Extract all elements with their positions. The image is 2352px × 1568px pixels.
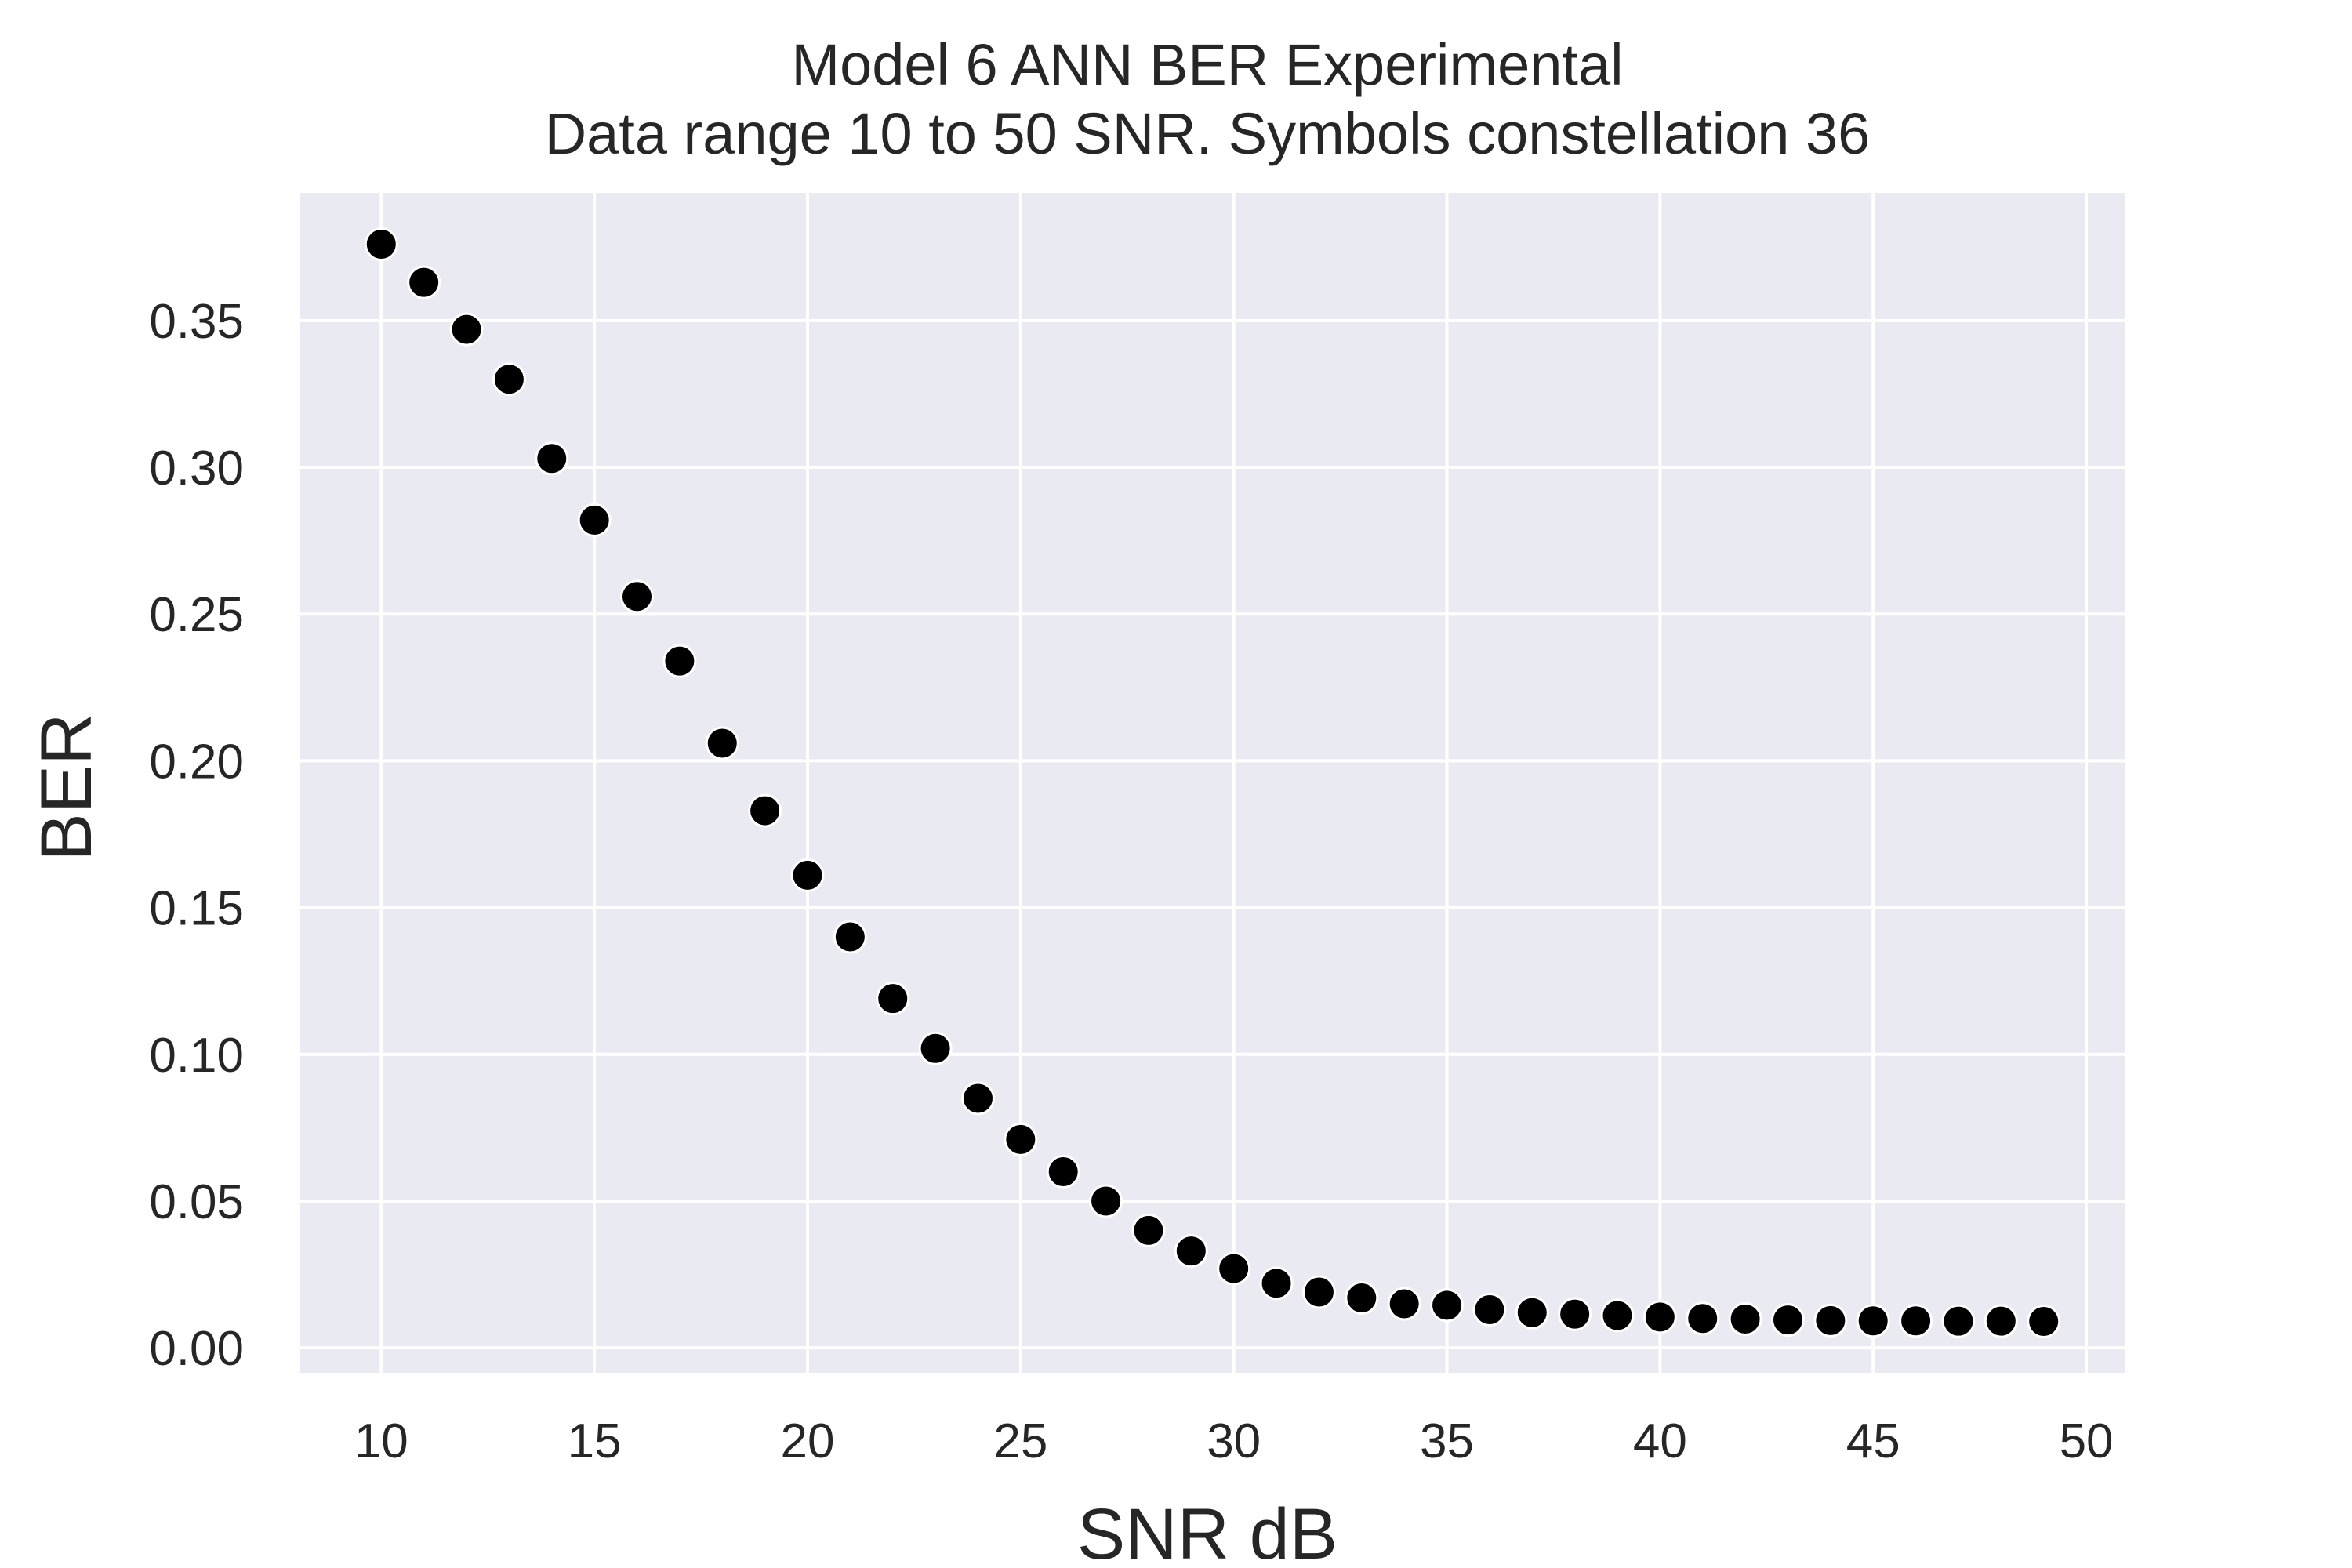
y-tick-labels: 0.00 0.05 0.10 0.15 0.20 0.25 0.30 0.35 <box>149 295 244 1376</box>
x-tick-label: 15 <box>568 1414 622 1468</box>
data-point <box>1813 1303 1848 1338</box>
x-tick-label: 25 <box>993 1414 1047 1468</box>
data-point <box>1430 1288 1465 1323</box>
x-tick-label: 10 <box>354 1414 408 1468</box>
x-tick-label: 20 <box>781 1414 835 1468</box>
data-point <box>364 227 398 262</box>
data-point <box>1856 1304 1890 1338</box>
chart-title: Model 6 ANN BER Experimental <box>791 32 1623 97</box>
y-tick-label: 0.20 <box>149 735 244 789</box>
data-point <box>1004 1122 1038 1156</box>
data-point <box>1046 1155 1080 1189</box>
data-point <box>1558 1297 1592 1331</box>
x-tick-label: 40 <box>1633 1414 1687 1468</box>
data-point <box>1600 1298 1635 1333</box>
data-point <box>918 1031 953 1065</box>
data-point <box>407 265 441 299</box>
y-tick-label: 0.30 <box>149 441 244 495</box>
data-point <box>1345 1281 1379 1316</box>
y-tick-label: 0.35 <box>149 295 244 349</box>
y-tick-label: 0.25 <box>149 588 244 642</box>
data-point <box>1642 1300 1677 1334</box>
data-point <box>577 503 612 537</box>
data-points <box>364 227 2061 1338</box>
data-point <box>449 312 484 347</box>
x-tick-labels: 10 15 20 25 30 35 40 45 50 <box>354 1414 2114 1468</box>
x-tick-label: 50 <box>2060 1414 2114 1468</box>
data-point <box>662 644 697 678</box>
x-tick-label: 30 <box>1207 1414 1261 1468</box>
y-tick-label: 0.05 <box>149 1175 244 1229</box>
data-point <box>1174 1234 1208 1269</box>
data-point <box>1515 1295 1549 1330</box>
y-axis-label: BER <box>27 713 107 861</box>
data-point <box>1089 1184 1123 1218</box>
data-point <box>620 579 655 614</box>
y-tick-label: 0.00 <box>149 1322 244 1376</box>
data-point <box>1472 1293 1507 1327</box>
data-point <box>535 441 569 476</box>
data-point <box>1301 1275 1336 1309</box>
data-point <box>1941 1304 1976 1338</box>
data-point <box>833 920 867 954</box>
data-point <box>748 793 782 828</box>
data-point <box>876 982 910 1016</box>
data-point <box>2027 1304 2061 1338</box>
data-point <box>1387 1287 1421 1321</box>
y-tick-label: 0.15 <box>149 882 244 936</box>
x-tick-label: 45 <box>1846 1414 1900 1468</box>
x-axis-label: SNR dB <box>1077 1494 1338 1568</box>
data-point <box>1770 1303 1805 1338</box>
grid-lines <box>300 193 2125 1373</box>
data-point <box>1728 1301 1762 1336</box>
data-point <box>1217 1251 1251 1286</box>
data-point <box>1984 1304 2018 1338</box>
data-point <box>492 362 526 397</box>
data-point <box>705 726 739 760</box>
data-point <box>1899 1304 1933 1338</box>
x-tick-label: 35 <box>1420 1414 1474 1468</box>
data-point <box>1259 1266 1294 1301</box>
data-point <box>960 1081 995 1116</box>
data-point <box>790 858 825 892</box>
chart-subtitle: Data range 10 to 50 SNR. Symbols constel… <box>545 101 1871 166</box>
data-point <box>1131 1213 1166 1247</box>
data-point <box>1686 1301 1720 1336</box>
y-tick-label: 0.10 <box>149 1029 244 1083</box>
plot-area-background <box>300 193 2125 1373</box>
